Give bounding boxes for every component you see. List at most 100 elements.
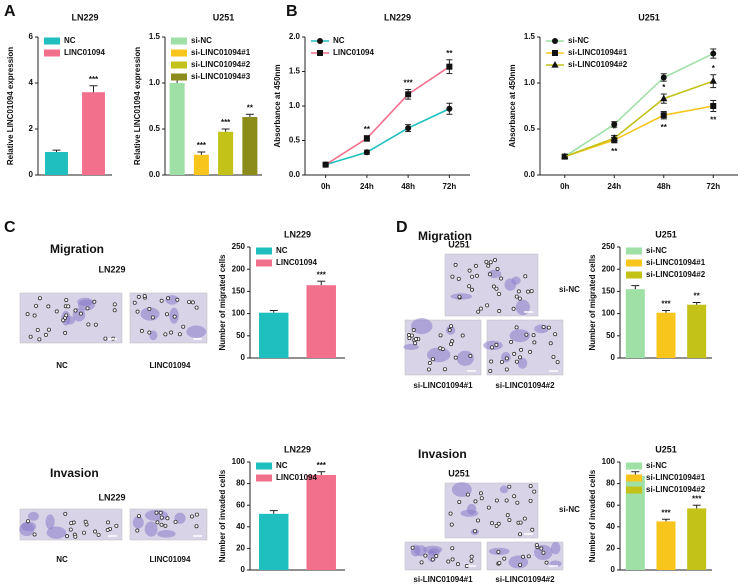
legend-label: LINC01094 — [276, 473, 317, 482]
pore — [159, 298, 164, 303]
pore — [190, 300, 195, 305]
cell — [46, 526, 67, 539]
pore — [494, 286, 499, 291]
pore — [551, 354, 556, 359]
pore — [419, 560, 424, 565]
pore — [475, 273, 480, 278]
legend-label: NC — [64, 36, 76, 45]
legend-label: si-LINC01094#1 — [568, 48, 628, 57]
significance: *** — [661, 508, 671, 517]
y-tick-label: 1.0 — [289, 101, 301, 110]
pore — [555, 360, 560, 365]
pore — [430, 557, 435, 562]
y-tick-label: 20 — [606, 544, 615, 553]
legend-label: si-NC — [191, 36, 212, 45]
image-caption: si-LINC01094#1 — [413, 381, 473, 390]
pore — [489, 521, 494, 526]
cell — [423, 545, 443, 554]
legend-label: LINC01094 — [276, 258, 317, 267]
pore — [524, 332, 529, 337]
legend-swatch — [626, 271, 642, 279]
legend-label: NC — [333, 36, 345, 45]
pore — [512, 494, 517, 499]
pore — [147, 307, 152, 312]
significance: *** — [89, 75, 99, 84]
legend-swatch — [256, 474, 272, 482]
pore — [514, 325, 519, 330]
line — [564, 80, 714, 158]
cell — [511, 276, 521, 285]
legend-swatch — [171, 37, 187, 45]
legend-marker — [552, 38, 558, 44]
y-tick-label: 60 — [606, 500, 615, 509]
pore — [181, 324, 186, 329]
y-axis-label: Number of invaded cells — [218, 469, 227, 562]
pore — [132, 300, 137, 305]
chart-title: U251 — [638, 12, 660, 22]
y-axis-label: Relative LINC01094 expression — [133, 47, 142, 165]
pore — [512, 351, 517, 356]
chart-title: LN229 — [284, 229, 311, 239]
pore — [479, 496, 484, 501]
pore — [532, 489, 537, 494]
pore — [488, 272, 493, 277]
pore — [484, 259, 489, 264]
legend-swatch — [256, 247, 272, 255]
y-tick-label: 100 — [602, 309, 616, 318]
image-caption: si-LINC01094#2 — [495, 575, 555, 584]
line — [564, 105, 714, 158]
panel-letter: C — [4, 219, 16, 236]
pore — [490, 345, 495, 350]
image-title: U251 — [448, 468, 470, 478]
pore — [544, 560, 549, 565]
pore — [25, 312, 30, 317]
cell — [410, 318, 433, 335]
legend-swatch — [626, 486, 642, 494]
pore — [447, 328, 452, 333]
legend-swatch — [256, 259, 272, 267]
cell — [45, 514, 55, 530]
pore — [78, 311, 83, 316]
image-caption: LINC01094 — [150, 361, 191, 370]
pore — [473, 499, 478, 504]
y-axis-label: Absorbance at 450nm — [273, 64, 282, 147]
pore — [504, 356, 509, 361]
significance: ** — [364, 125, 371, 134]
pore — [423, 553, 428, 558]
section-label: Migration — [50, 242, 104, 256]
pore — [485, 303, 490, 308]
bar — [656, 312, 676, 358]
pore — [518, 532, 523, 537]
legend-label: si-NC — [568, 36, 589, 45]
y-tick-label: 0 — [241, 565, 246, 574]
legend-marker — [551, 61, 559, 68]
pore — [139, 328, 144, 333]
pore — [528, 484, 533, 489]
significance: ** — [694, 292, 701, 301]
pore — [169, 330, 174, 335]
pore — [28, 334, 33, 339]
pore — [514, 359, 519, 364]
pore — [147, 330, 152, 335]
cell — [149, 330, 158, 341]
y-axis-label: Number of migrated cells — [218, 254, 227, 351]
pore — [35, 328, 40, 333]
pore — [455, 562, 460, 567]
pore — [66, 304, 71, 309]
image-caption: si-LINC01094#1 — [413, 575, 473, 584]
marker — [660, 94, 668, 102]
pore — [154, 510, 159, 515]
pore — [434, 554, 439, 559]
legend-label: si-NC — [646, 461, 667, 470]
chart-title: U251 — [655, 229, 677, 239]
significance: *** — [317, 270, 327, 279]
marker — [710, 103, 717, 109]
legend-swatch — [626, 247, 642, 255]
pore — [522, 516, 527, 521]
line — [325, 66, 450, 166]
pore — [518, 520, 523, 525]
significance: ** — [611, 147, 618, 156]
y-tick-label: 80 — [236, 479, 245, 488]
y-tick-label: 100 — [602, 457, 616, 466]
pore — [465, 492, 470, 497]
